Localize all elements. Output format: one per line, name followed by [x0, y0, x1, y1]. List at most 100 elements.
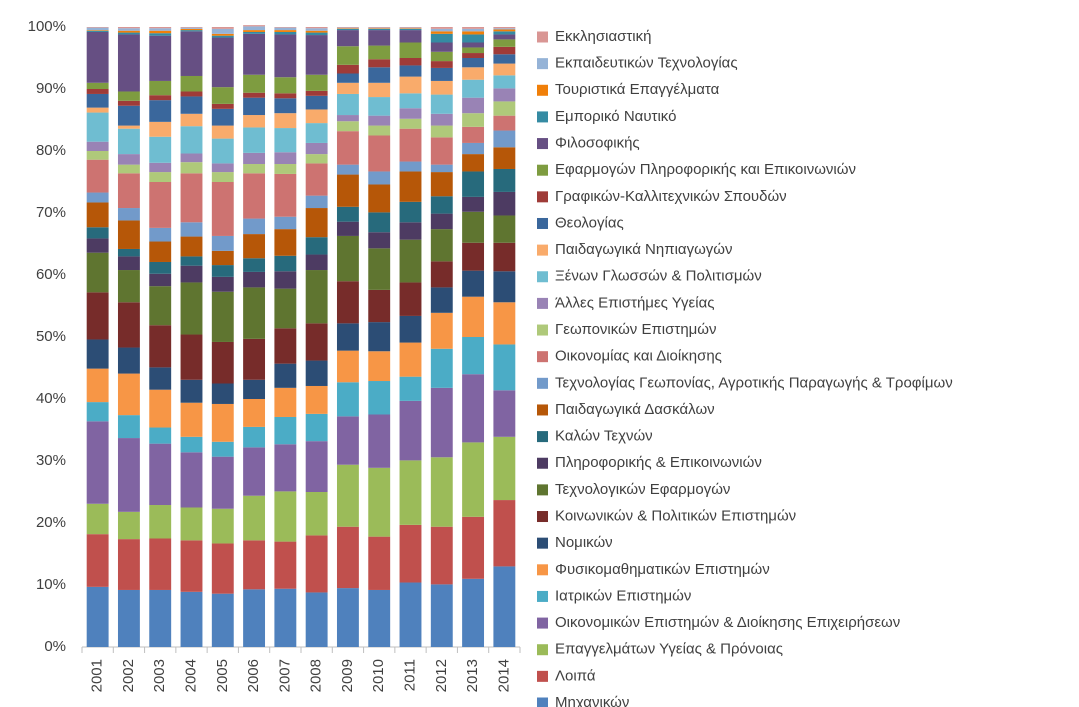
bar-segment — [180, 265, 203, 283]
bar-segment — [399, 171, 422, 202]
bar-segment — [86, 107, 109, 113]
bar-segment — [493, 101, 516, 116]
bar-segment — [368, 381, 391, 415]
bar-segment — [430, 94, 453, 114]
legend-label: Ξένων Γλωσσών & Πολιτισμών — [555, 268, 762, 285]
bar-segment — [149, 443, 172, 506]
bar-segment — [243, 152, 266, 165]
legend-label: Τουριστικά Επαγγέλματα — [555, 81, 720, 98]
bar-segment — [86, 159, 109, 193]
bar-segment — [399, 28, 422, 29]
bar-segment — [493, 271, 516, 303]
bar-segment — [336, 235, 359, 282]
x-tick-label: 2003 — [151, 659, 168, 692]
bar-segment — [305, 95, 328, 110]
bar-segment — [336, 323, 359, 351]
legend-label: Οικονομίας και Διοίκησης — [555, 348, 722, 365]
bar-segment — [430, 172, 453, 197]
legend-swatch — [537, 138, 548, 150]
legend-swatch — [537, 590, 548, 602]
bar-segment — [368, 28, 391, 29]
legend-swatch — [537, 31, 548, 43]
bar-segment — [368, 289, 391, 323]
legend-swatch — [537, 164, 548, 176]
bar-segment — [305, 592, 328, 647]
bar-segment — [274, 113, 297, 129]
legend-label: Παιδαγωγικά Δασκάλων — [555, 401, 715, 418]
bar-segment — [305, 163, 328, 196]
bar-segment — [149, 538, 172, 590]
bar-segment — [274, 541, 297, 589]
bar-segment — [462, 296, 485, 337]
bar-segment — [149, 100, 172, 122]
legend-swatch — [537, 511, 548, 523]
bar-segment — [368, 67, 391, 83]
bar-segment — [399, 315, 422, 343]
bar-segment — [149, 505, 172, 539]
bar-segment — [305, 154, 328, 164]
x-tick-label: 2014 — [495, 659, 512, 692]
y-tick-label: 30% — [36, 452, 66, 469]
bar-segment — [243, 74, 266, 93]
bar-segment — [274, 216, 297, 230]
bar-segment — [430, 526, 453, 585]
bar-segment — [211, 172, 234, 182]
bar-segment — [180, 540, 203, 592]
legend-swatch — [537, 58, 548, 70]
legend-swatch — [537, 271, 548, 283]
bar-segment — [336, 82, 359, 94]
bar-segment — [211, 276, 234, 292]
legend-label: Θεολογίας — [555, 214, 624, 231]
bar-segment — [336, 281, 359, 324]
bar-segment — [462, 578, 485, 647]
bar-segment — [399, 65, 422, 77]
bar-segment — [336, 350, 359, 383]
bar-segment — [243, 31, 266, 34]
bar-segment — [180, 436, 203, 453]
y-tick-label: 50% — [36, 328, 66, 345]
bar-segment — [368, 184, 391, 213]
bar-segment — [117, 511, 140, 540]
bar-segment — [399, 460, 422, 525]
bar-segment — [274, 93, 297, 99]
bar-segment — [462, 42, 485, 48]
bar-segment — [305, 441, 328, 492]
legend-swatch — [537, 537, 548, 549]
bar-segment — [243, 379, 266, 399]
bar-segment — [336, 416, 359, 465]
bar-segment — [117, 154, 140, 165]
bar-segment — [243, 30, 266, 32]
bar-segment — [149, 28, 172, 31]
bar-segment — [305, 323, 328, 361]
bar-segment — [430, 387, 453, 458]
legend-swatch — [537, 377, 548, 389]
bar-segment — [274, 173, 297, 217]
bar-segment — [462, 337, 485, 375]
bar-segment — [336, 131, 359, 165]
bar-segment — [117, 100, 140, 106]
bar-segment — [493, 566, 516, 647]
bar-segment — [86, 292, 109, 340]
bar-segment — [211, 508, 234, 544]
bar-segment — [430, 67, 453, 81]
bar-segment — [305, 535, 328, 593]
bar-segment — [493, 34, 516, 40]
bar-segment — [117, 105, 140, 126]
bar-segment — [462, 27, 485, 29]
x-tick-label: 2012 — [433, 659, 450, 692]
legend-label: Καλών Τεχνών — [555, 428, 653, 445]
bar-segment — [462, 270, 485, 297]
bar-segment — [368, 28, 391, 31]
bar-segment — [117, 270, 140, 303]
bar-segment — [274, 152, 297, 165]
bar-segment — [399, 58, 422, 66]
bar-segment — [86, 503, 109, 535]
bar-segment — [243, 540, 266, 590]
bar-segment — [399, 282, 422, 316]
bar-segment — [462, 374, 485, 443]
bar-segment — [180, 30, 203, 32]
bar-segment — [493, 302, 516, 345]
bar-segment — [493, 29, 516, 32]
bar-segment — [211, 33, 234, 36]
bar-segment — [149, 80, 172, 96]
